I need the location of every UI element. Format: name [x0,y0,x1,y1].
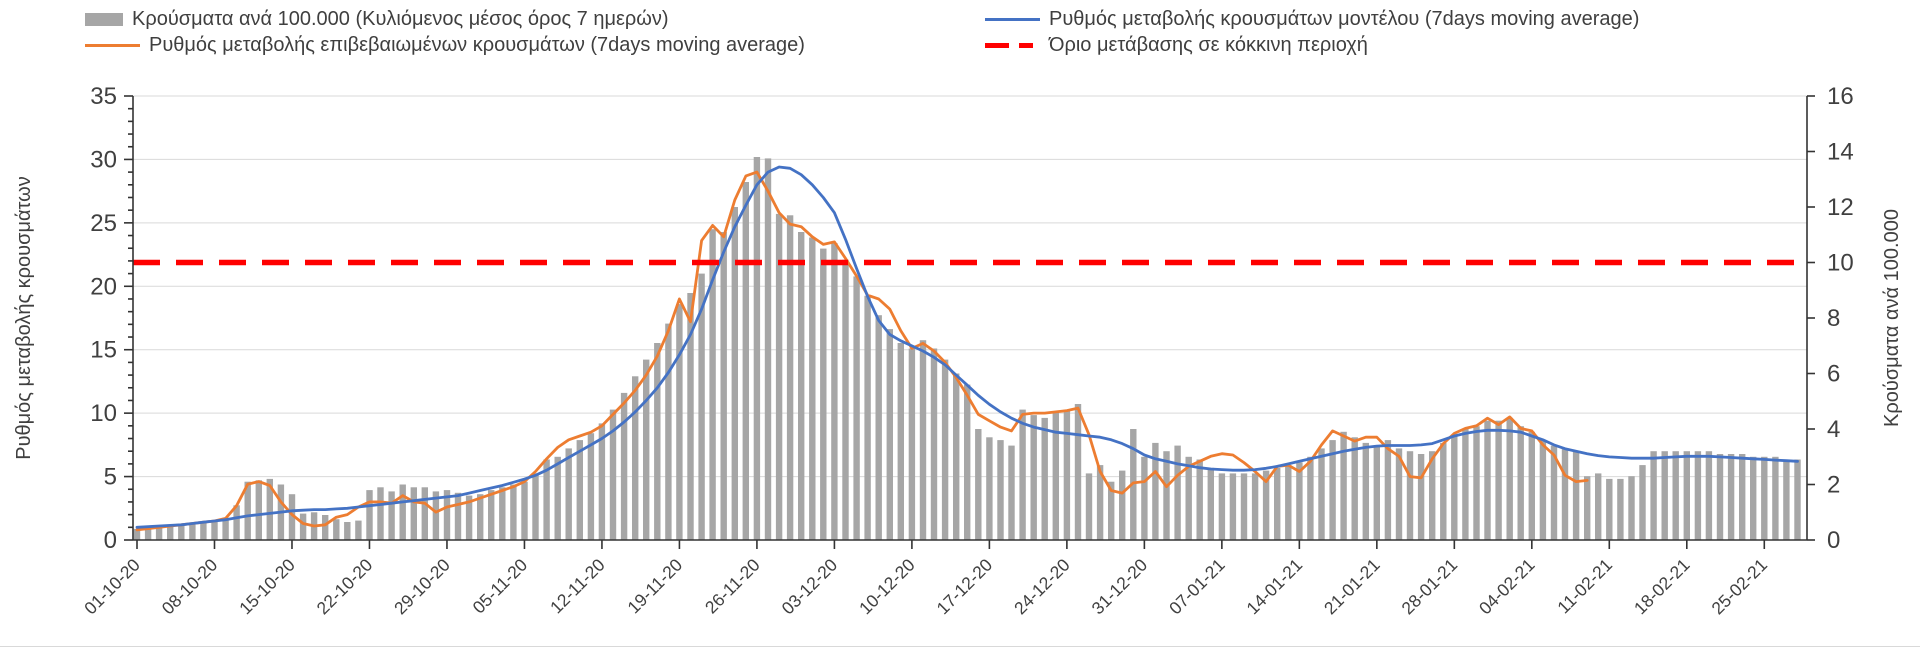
svg-text:0: 0 [1827,527,1840,554]
svg-text:17-12-20: 17-12-20 [933,555,997,619]
svg-text:21-01-21: 21-01-21 [1320,555,1384,619]
svg-text:25: 25 [90,210,117,237]
svg-text:15: 15 [90,337,117,364]
svg-text:10: 10 [90,400,117,427]
svg-text:04-02-21: 04-02-21 [1475,555,1539,619]
svg-text:05-11-20: 05-11-20 [469,555,532,618]
svg-text:07-01-21: 07-01-21 [1165,555,1229,619]
svg-text:35: 35 [90,83,117,110]
svg-text:20: 20 [90,273,117,300]
svg-text:5: 5 [104,464,117,491]
svg-text:8: 8 [1827,305,1840,332]
legend-label: Ρυθμός μεταβολής κρουσμάτων μοντέλου (7d… [1049,8,1640,30]
svg-text:25-02-21: 25-02-21 [1707,555,1771,619]
svg-text:2: 2 [1827,472,1840,499]
svg-text:26-11-20: 26-11-20 [701,555,764,618]
svg-text:10: 10 [1827,250,1854,277]
right-axis-title: Κρούσματα ανά 100.000 [1881,209,1903,427]
bars-cases-per-100k [133,157,1801,541]
axes [124,95,1815,549]
svg-text:14: 14 [1827,139,1854,166]
svg-text:6: 6 [1827,361,1840,388]
legend-label: Ρυθμός μεταβολής επιβεβαιωμένων κρουσμάτ… [149,34,805,56]
line-swatch-icon [85,44,140,47]
svg-text:15-10-20: 15-10-20 [235,555,299,619]
gridlines [133,95,1807,478]
svg-text:12-11-20: 12-11-20 [546,555,609,618]
legend-item-model-rate-line: Ρυθμός μεταβολής κρουσμάτων μοντέλου (7d… [985,8,1639,31]
svg-text:14-01-21: 14-01-21 [1242,555,1306,619]
svg-text:19-11-20: 19-11-20 [623,555,686,618]
bottom-divider [0,646,1920,647]
line-model-rate [135,165,1799,529]
svg-text:12: 12 [1827,194,1854,221]
svg-text:24-12-20: 24-12-20 [1010,555,1074,619]
svg-text:4: 4 [1827,416,1840,443]
svg-text:01-10-20: 01-10-20 [80,555,144,619]
svg-text:30: 30 [90,146,117,173]
svg-text:0: 0 [104,527,117,554]
svg-text:22-10-20: 22-10-20 [313,555,377,619]
svg-text:08-10-20: 08-10-20 [158,555,222,619]
legend-item-confirmed-rate-line: Ρυθμός μεταβολής επιβεβαιωμένων κρουσμάτ… [85,34,805,57]
svg-text:18-02-21: 18-02-21 [1630,555,1694,619]
left-axis-title: Ρυθμός μεταβολής κρουσμάτων [13,176,35,460]
svg-text:29-10-20: 29-10-20 [390,555,454,619]
bar-swatch-icon [85,13,123,26]
svg-text:10-12-20: 10-12-20 [855,555,919,619]
legend-label: Όριο μετάβασης σε κόκκινη περιοχή [1049,34,1368,56]
svg-text:03-12-20: 03-12-20 [778,555,842,619]
legend-item-red-zone-threshold: Όριο μετάβασης σε κόκκινη περιοχή [985,34,1368,57]
dash-swatch-icon [985,43,1040,48]
legend-item-cases-bars: Κρούσματα ανά 100.000 (Κυλιόμενος μέσος … [85,8,669,31]
svg-text:11-02-21: 11-02-21 [1553,555,1616,618]
legend-label: Κρούσματα ανά 100.000 (Κυλιόμενος μέσος … [132,8,669,30]
svg-text:31-12-20: 31-12-20 [1088,555,1152,619]
svg-text:28-01-21: 28-01-21 [1397,555,1461,619]
line-swatch-icon [985,18,1040,21]
svg-text:16: 16 [1827,83,1854,110]
